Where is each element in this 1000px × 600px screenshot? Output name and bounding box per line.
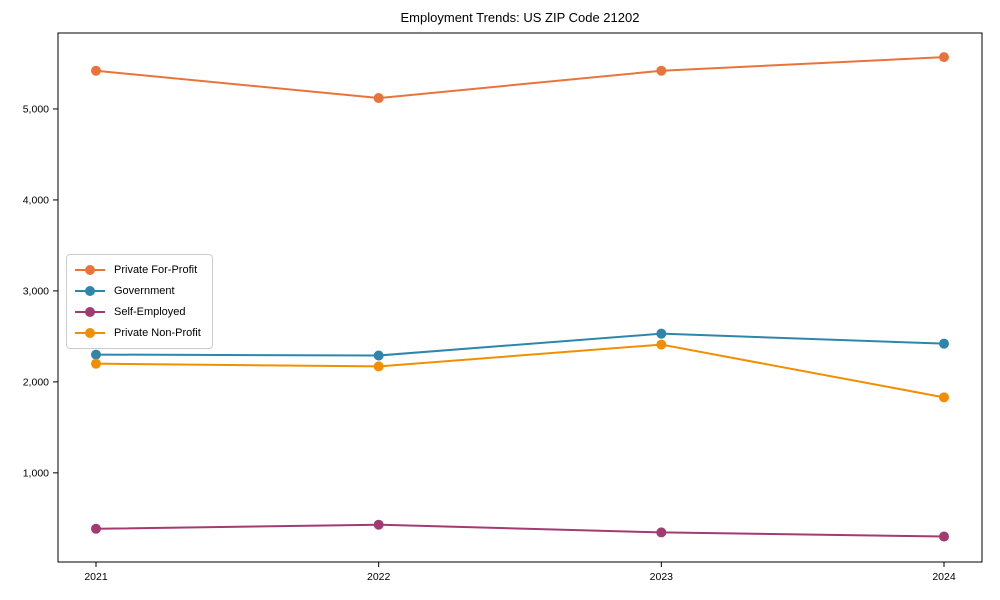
legend: Private For-Profit Government Self-Employe… — [66, 254, 213, 349]
y-axis-tick-label: 3,000 — [23, 285, 49, 297]
legend-item-label: Government — [114, 285, 175, 297]
data-point — [939, 531, 949, 542]
data-point — [656, 65, 667, 76]
data-point — [373, 519, 384, 530]
data-point — [939, 392, 949, 403]
data-point — [656, 339, 667, 350]
legend-line-marker-icon — [75, 265, 105, 275]
series-line-private-non-profit — [95, 343, 945, 399]
series-line-private-for-profit — [95, 56, 945, 100]
data-point — [91, 523, 101, 534]
legend-item: Government — [75, 283, 201, 299]
x-axis-tick-label: 2022 — [367, 571, 391, 583]
legend-line-marker-icon — [75, 328, 105, 338]
chart-title: Employment Trends: US ZIP Code 21202 — [400, 10, 640, 25]
x-axis-tick-label: 2023 — [650, 571, 674, 583]
legend-item-label: Self-Employed — [114, 306, 186, 318]
legend-item: Private For-Profit — [75, 262, 201, 278]
legend-line-marker-icon — [75, 307, 105, 317]
series-line-self-employed — [95, 523, 945, 538]
x-axis-tick-label: 2021 — [84, 571, 108, 583]
legend-item: Private Non-Profit — [75, 325, 201, 341]
x-axis-tick-label: 2024 — [932, 571, 956, 583]
y-axis-tick-label: 2,000 — [23, 376, 49, 388]
series-line-government — [95, 332, 945, 357]
data-point — [91, 349, 101, 360]
y-axis-tick-label: 1,000 — [23, 467, 49, 479]
y-axis-tick-label: 4,000 — [23, 194, 49, 206]
data-point — [939, 338, 949, 349]
data-point — [373, 350, 384, 361]
legend-item-label: Private Non-Profit — [114, 327, 201, 339]
data-point — [656, 527, 667, 538]
data-point — [373, 93, 384, 104]
legend-item-label: Private For-Profit — [114, 264, 198, 276]
data-point — [91, 358, 101, 369]
y-axis-tick-label: 5,000 — [23, 103, 49, 115]
data-point — [373, 361, 384, 372]
legend-item: Self-Employed — [75, 304, 201, 320]
data-point — [939, 52, 949, 63]
legend-line-marker-icon — [75, 286, 105, 296]
data-point — [656, 328, 667, 339]
plot-border — [57, 32, 983, 563]
data-point — [91, 65, 101, 76]
